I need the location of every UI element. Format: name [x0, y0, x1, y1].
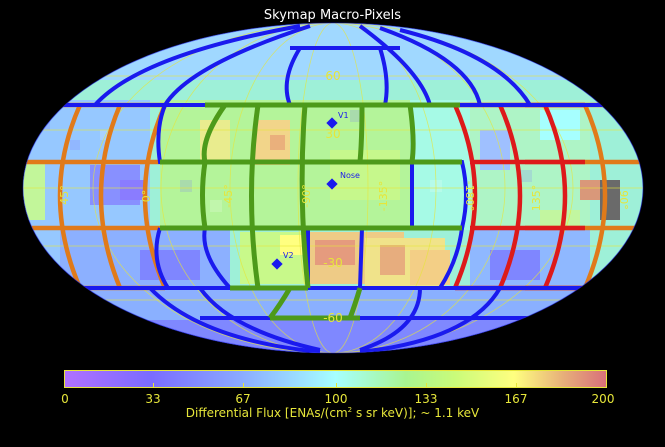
lon-label-minus45: -45°: [222, 184, 235, 207]
colorbar-tick: [516, 383, 517, 387]
lat-label-30: 30: [325, 127, 340, 141]
colorbar-label: Differential Flux [ENAs/(cm2 s sr keV)];…: [0, 406, 665, 420]
colorbar: [64, 370, 607, 388]
marker-v2: [271, 258, 283, 270]
colorbar-tick-label: 200: [591, 392, 615, 406]
colorbar-label-superscript: 2: [347, 406, 353, 414]
lon-label-45: 45°: [58, 185, 71, 205]
colorbar-tick-label: 133: [414, 392, 438, 406]
marker-nose: [326, 178, 338, 190]
lon-label-135: 135°: [530, 185, 543, 212]
colorbar-tick-label: 100: [324, 392, 348, 406]
green-macropixels: [160, 102, 462, 321]
lon-label-minus180: -180°: [463, 181, 476, 211]
colorbar-label-suffix: s sr keV)]; ~ 1.1 keV: [352, 406, 480, 420]
colorbar-tick: [153, 383, 154, 387]
lon-label-minus135: -135°: [377, 181, 390, 211]
colorbar-tick-label: 33: [145, 392, 161, 406]
marker-label-v2: V2: [283, 251, 294, 260]
marker-label-v1: V1: [338, 111, 349, 120]
lat-label-minus60: -60: [323, 311, 343, 325]
marker-label-nose: Nose: [340, 171, 360, 180]
colorbar-tick: [426, 383, 427, 387]
colorbar-tick-label: 67: [235, 392, 251, 406]
lat-label-minus30: -30: [323, 256, 343, 270]
lon-label-90: 90°: [617, 190, 630, 210]
chart-title: Skymap Macro-Pixels: [263, 8, 402, 23]
lat-label-60: 60: [325, 69, 340, 83]
longitude-gridlines: [92, 23, 574, 353]
colorbar-tick-label: 167: [504, 392, 528, 406]
colorbar-tick: [243, 383, 244, 387]
lon-label-minus90: -90°: [300, 184, 313, 207]
colorbar-tick: [336, 383, 337, 387]
colorbar-tick-label: 0: [61, 392, 69, 406]
colorbar-label-prefix: Differential Flux [ENAs/(cm: [185, 406, 348, 420]
lon-label-0: 0°: [140, 190, 153, 203]
